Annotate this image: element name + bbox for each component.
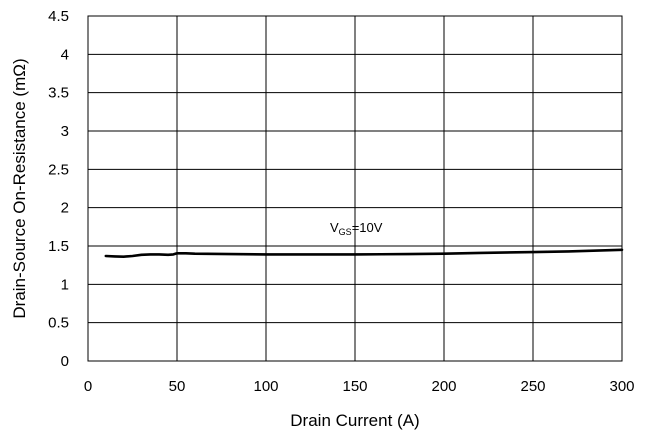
x-axis-label: Drain Current (A) — [290, 411, 419, 430]
y-tick-label: 0 — [61, 353, 69, 370]
y-tick-label: 2 — [61, 200, 69, 217]
y-tick-label: 2.5 — [48, 161, 69, 178]
y-tick-label: 1 — [61, 276, 69, 293]
x-tick-label: 300 — [609, 378, 634, 395]
y-tick-label: 0.5 — [48, 315, 69, 332]
x-tick-label: 50 — [169, 378, 186, 395]
vgs-annotation-value: =10V — [352, 220, 383, 235]
x-axis-tick-labels: 0 50 100 150 200 250 300 — [84, 378, 635, 395]
x-tick-label: 250 — [520, 378, 545, 395]
vgs-annotation-subscript: GS — [339, 227, 352, 237]
y-tick-label: 4 — [61, 46, 69, 63]
y-axis-tick-labels: 0 0.5 1 1.5 2 2.5 3 3.5 4 4.5 — [48, 8, 69, 370]
x-tick-label: 200 — [431, 378, 456, 395]
vgs-annotation: VGS=10V — [330, 220, 383, 237]
series-line — [104, 248, 624, 259]
x-tick-label: 0 — [84, 378, 92, 395]
x-tick-label: 150 — [342, 378, 367, 395]
y-tick-label: 3.5 — [48, 85, 69, 102]
y-tick-label: 3 — [61, 123, 69, 140]
x-tick-label: 100 — [253, 378, 278, 395]
y-tick-label: 1.5 — [48, 238, 69, 255]
series-layer — [104, 248, 624, 259]
y-tick-label: 4.5 — [48, 8, 69, 25]
plot-area-border — [87, 15, 623, 362]
y-axis-label: Drain-Source On-Resistance (mΩ) — [10, 58, 29, 318]
vgs-annotation-main: V — [330, 220, 339, 235]
